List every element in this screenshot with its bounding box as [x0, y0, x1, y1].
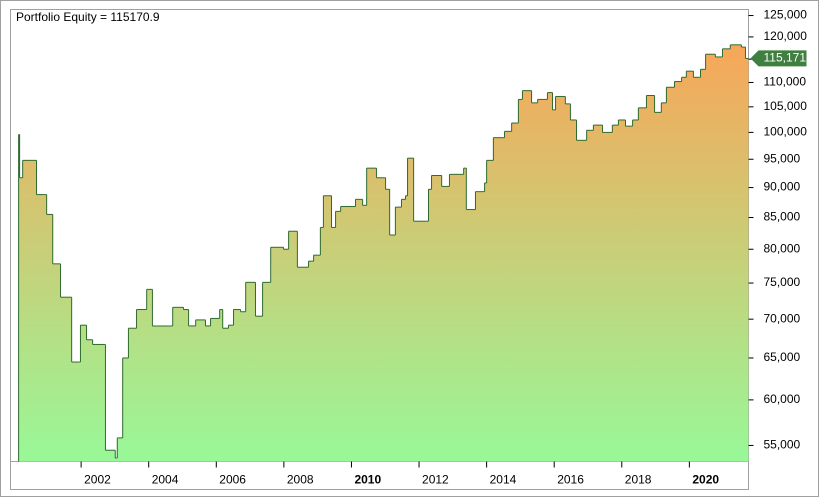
x-tick-label: 2002	[84, 473, 111, 487]
y-tick-label: 55,000	[764, 438, 801, 452]
y-tick-label: 95,000	[764, 151, 801, 165]
x-tick-label: 2008	[287, 473, 314, 487]
x-tick-label: 2018	[625, 473, 652, 487]
y-tick-label: 120,000	[764, 29, 808, 43]
y-tick-label: 90,000	[764, 180, 801, 194]
x-tick-label: 2020	[692, 473, 719, 487]
y-tick-label: 85,000	[764, 210, 801, 224]
x-tick-label: 2004	[152, 473, 179, 487]
y-tick-label: 60,000	[764, 392, 801, 406]
y-tick-label: 110,000	[764, 75, 807, 89]
x-tick-label: 2010	[354, 473, 381, 487]
y-tick-label: 105,000	[764, 99, 808, 113]
last-value-label: 115,171	[764, 51, 807, 65]
chart-title: Portfolio Equity = 115170.9	[16, 10, 160, 24]
y-tick-label: 75,000	[764, 275, 801, 289]
plot	[18, 44, 749, 462]
y-tick-label: 80,000	[764, 241, 801, 255]
x-tick-label: 2014	[490, 473, 517, 487]
y-tick-label: 100,000	[764, 125, 808, 139]
y-tick-label: 65,000	[764, 350, 801, 364]
y-tick-label: 125,000	[764, 8, 808, 22]
y-tick-label: 70,000	[764, 311, 801, 325]
equity-area	[18, 44, 749, 462]
x-tick-label: 2012	[422, 473, 449, 487]
x-tick-label: 2016	[557, 473, 584, 487]
x-tick-label: 2006	[219, 473, 246, 487]
last-value-tag	[750, 50, 807, 67]
